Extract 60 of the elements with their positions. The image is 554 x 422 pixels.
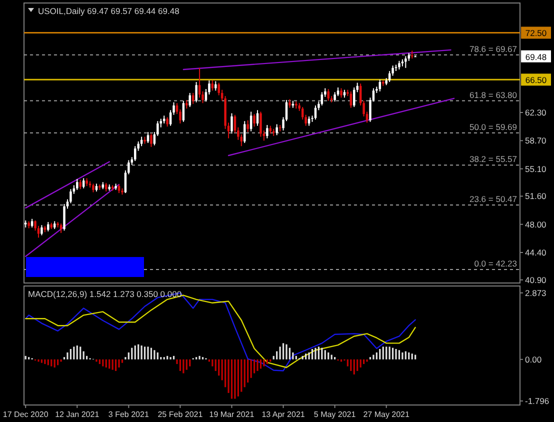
x-tick-label: 3 Feb 2021	[108, 410, 150, 419]
candlestick	[230, 112, 233, 134]
ref-line-label: 66.50	[525, 75, 547, 86]
y-tick-label: 40.90	[525, 274, 547, 285]
candlestick	[146, 132, 150, 144]
ref-line-label: 23.6 = 50.47	[469, 194, 518, 204]
candlestick	[188, 92, 191, 108]
ref-line-label: 61.8 = 63.80	[469, 90, 518, 100]
x-tick-label: 25 Feb 2021	[158, 410, 204, 419]
candlestick	[79, 179, 82, 190]
candlestick	[253, 114, 256, 128]
x-tick-label: 17 Dec 2020	[2, 410, 49, 419]
candlestick	[353, 86, 356, 108]
candlestick	[76, 178, 78, 190]
y-tick-label: 62.30	[525, 107, 547, 118]
ref-line-label: 72.50	[525, 28, 547, 38]
x-tick-label: 5 May 2021	[314, 410, 356, 419]
ref-line-label: 78.6 = 69.67	[469, 44, 518, 54]
candlestick	[214, 80, 217, 92]
annotation: 69.48	[525, 52, 547, 62]
candlestick	[182, 100, 185, 122]
y-tick-label: 55.10	[525, 164, 547, 174]
candlestick	[47, 221, 50, 232]
candlestick	[63, 204, 66, 232]
candlestick	[192, 92, 194, 104]
candlestick	[340, 88, 342, 98]
candlestick	[276, 124, 278, 136]
candlestick	[150, 133, 152, 148]
y-tick-label: 58.70	[525, 136, 547, 146]
candlestick	[82, 178, 85, 189]
y-tick-label: 48.00	[525, 219, 547, 230]
candlestick	[350, 90, 352, 108]
candlestick	[243, 120, 246, 144]
x-tick-label: 13 Apr 2021	[262, 410, 306, 419]
candlestick	[404, 56, 407, 68]
candlestick	[327, 88, 330, 102]
chart-title: USOIL,Daily 69.47 69.57 69.44 69.48	[38, 6, 180, 16]
candlestick	[40, 224, 43, 236]
y-tick-label: 0.00	[525, 354, 542, 364]
candlestick	[166, 116, 168, 128]
candlestick	[260, 111, 262, 138]
y-tick-label: 2.873	[525, 288, 547, 298]
x-tick-label: 19 Mar 2021	[209, 410, 255, 419]
x-tick-label: 12 Jan 2021	[55, 410, 100, 419]
candlestick	[140, 136, 143, 147]
candlestick	[250, 111, 252, 132]
candlestick	[334, 92, 336, 102]
y-tick-label: -1.796	[525, 396, 550, 406]
ref-line-label: 38.2 = 55.57	[469, 154, 518, 164]
candlestick	[211, 80, 214, 92]
y-tick-label: 44.40	[525, 247, 547, 258]
candlestick	[60, 223, 62, 234]
y-tick-label: 51.60	[525, 191, 547, 202]
ref-line-label: 50.0 = 59.69	[469, 122, 518, 132]
candlestick	[246, 120, 249, 133]
x-tick-label: 27 May 2021	[363, 410, 410, 419]
candlestick	[195, 81, 198, 103]
candlestick	[266, 124, 268, 139]
candlestick	[240, 134, 243, 147]
ref-line-label: 0.0 = 42.23	[474, 258, 518, 268]
